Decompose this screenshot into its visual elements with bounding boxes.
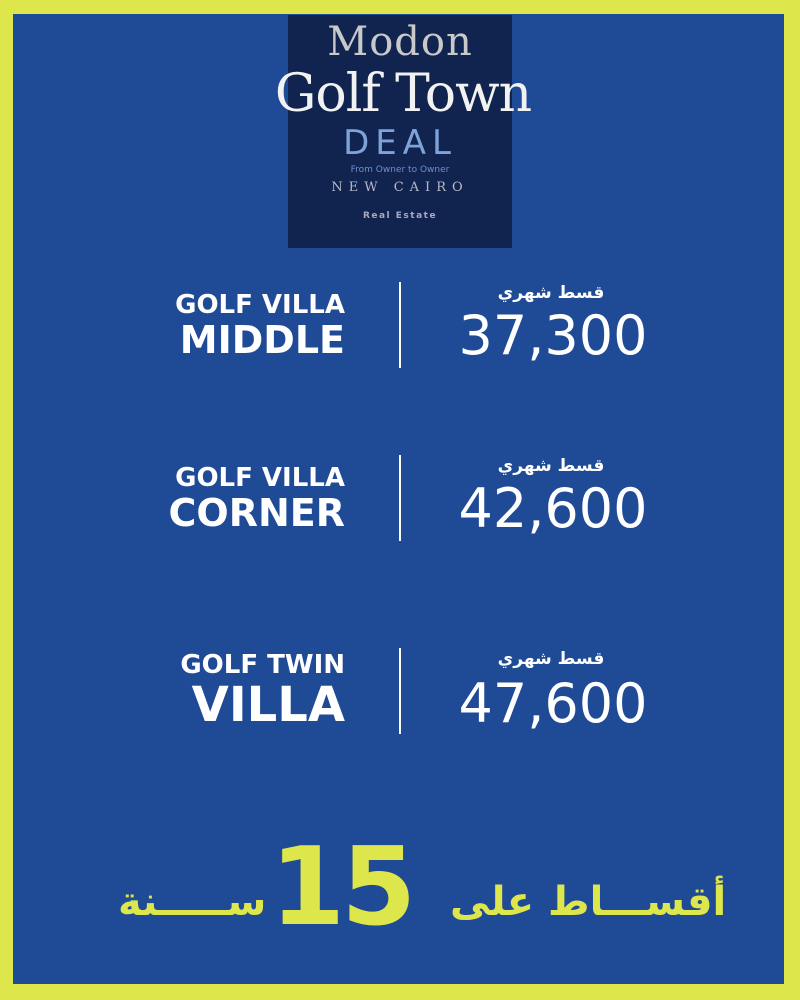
price-row: GOLF VILLA CORNER قسط شهري 42,600	[0, 455, 800, 545]
logo-golf-town: Golf Town	[274, 64, 532, 124]
footer-prefix: أقســـاط على	[450, 879, 727, 925]
logo-deal: DEAL	[343, 123, 457, 163]
unit-name-line2: VILLA	[191, 677, 345, 733]
unit-name-line1: GOLF TWIN	[180, 650, 345, 680]
unit-name-line1: GOLF VILLA	[175, 290, 345, 320]
price: 42,600	[458, 477, 648, 540]
price-row: GOLF TWIN VILLA قسط شهري 47,600	[0, 648, 800, 738]
divider	[399, 282, 401, 368]
monthly-label: قسط شهري	[497, 649, 605, 669]
price: 37,300	[458, 304, 648, 367]
logo-sub: Real Estate	[362, 211, 438, 221]
footer-suffix: ســـــنة	[118, 879, 267, 925]
unit-name-line2: MIDDLE	[179, 318, 345, 362]
logo-modon: Modon	[327, 19, 473, 65]
unit-name: GOLF VILLA CORNER	[169, 463, 345, 533]
footer-years: 15	[270, 825, 416, 950]
logo-location: NEW CAIRO	[331, 180, 469, 195]
divider	[399, 648, 401, 734]
unit-name: GOLF TWIN VILLA	[180, 650, 345, 730]
logo-tagline: From Owner to Owner	[350, 165, 450, 175]
monthly-label: قسط شهري	[497, 456, 605, 476]
unit-name-line2: CORNER	[168, 491, 345, 535]
unit-name: GOLF VILLA MIDDLE	[175, 290, 345, 360]
divider	[399, 455, 401, 541]
price: 47,600	[458, 672, 648, 735]
monthly-label: قسط شهري	[497, 283, 605, 303]
price-row: GOLF VILLA MIDDLE قسط شهري 37,300	[0, 282, 800, 372]
logo-box	[288, 15, 512, 248]
unit-name-line1: GOLF VILLA	[175, 463, 345, 493]
